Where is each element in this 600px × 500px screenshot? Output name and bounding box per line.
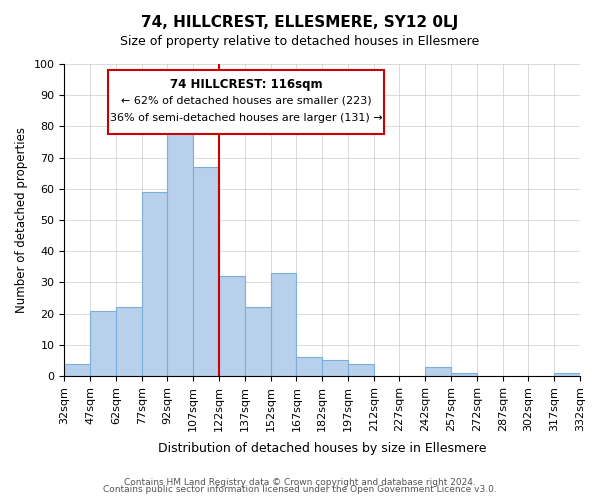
Text: ← 62% of detached houses are smaller (223): ← 62% of detached houses are smaller (22… xyxy=(121,96,371,106)
Bar xyxy=(348,364,374,376)
Bar xyxy=(116,308,142,376)
Bar xyxy=(142,192,167,376)
Text: 74, HILLCREST, ELLESMERE, SY12 0LJ: 74, HILLCREST, ELLESMERE, SY12 0LJ xyxy=(142,15,458,30)
Bar xyxy=(167,126,193,376)
Bar xyxy=(554,373,580,376)
Text: 74 HILLCREST: 116sqm: 74 HILLCREST: 116sqm xyxy=(170,78,322,91)
Bar xyxy=(219,276,245,376)
Bar xyxy=(296,358,322,376)
Bar xyxy=(193,167,219,376)
FancyBboxPatch shape xyxy=(108,70,384,134)
Text: 36% of semi-detached houses are larger (131) →: 36% of semi-detached houses are larger (… xyxy=(110,114,382,124)
Bar xyxy=(451,373,477,376)
Text: Size of property relative to detached houses in Ellesmere: Size of property relative to detached ho… xyxy=(121,35,479,48)
Bar xyxy=(425,366,451,376)
Text: Contains HM Land Registry data © Crown copyright and database right 2024.: Contains HM Land Registry data © Crown c… xyxy=(124,478,476,487)
X-axis label: Distribution of detached houses by size in Ellesmere: Distribution of detached houses by size … xyxy=(158,442,487,455)
Text: Contains public sector information licensed under the Open Government Licence v3: Contains public sector information licen… xyxy=(103,486,497,494)
Bar xyxy=(271,273,296,376)
Bar xyxy=(90,310,116,376)
Bar xyxy=(322,360,348,376)
Bar xyxy=(245,308,271,376)
Y-axis label: Number of detached properties: Number of detached properties xyxy=(15,127,28,313)
Bar xyxy=(64,364,90,376)
